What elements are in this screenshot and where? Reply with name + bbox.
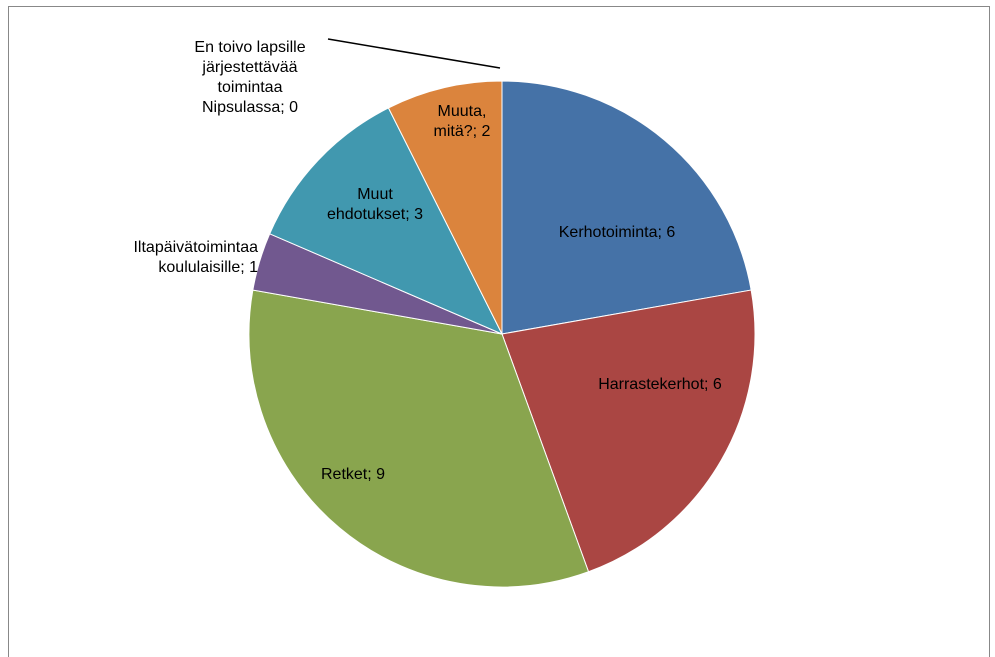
pie-slice <box>387 80 503 335</box>
slice-label: Muut ehdotukset; 3 <box>326 186 424 223</box>
pie-slice <box>269 107 504 336</box>
slice-label: Kerhotoiminta; 6 <box>558 224 676 241</box>
pie-slice <box>248 289 590 588</box>
slice-label: Harrastekerhot; 6 <box>598 376 722 393</box>
slice-label: Muuta, mitä?; 2 <box>433 103 491 140</box>
slice-label: Iltapäivätoimintaa koululaisille; 1 <box>133 239 258 276</box>
slice-label: En toivo lapsille järjestettävää toimint… <box>194 39 306 116</box>
pie-slice <box>501 80 752 335</box>
slice-label: Retket; 9 <box>320 466 386 483</box>
leader-line <box>327 38 501 69</box>
pie-slice <box>501 289 756 573</box>
chart-border <box>8 6 990 657</box>
